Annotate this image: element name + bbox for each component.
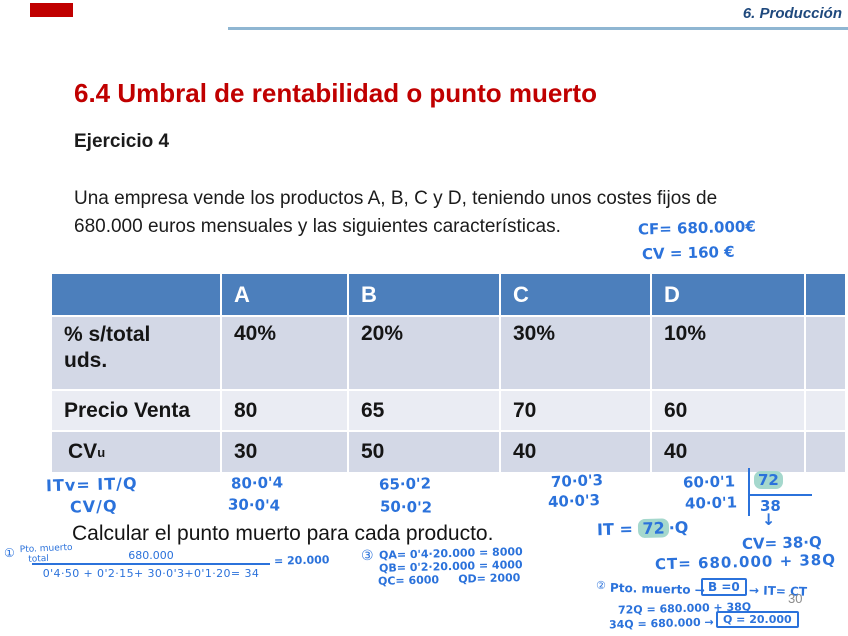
sum-bottom-value: 38 (760, 497, 781, 515)
body-line-2: 680.000 euros mensuales y las siguientes… (74, 216, 561, 237)
table-header-a: A (222, 274, 347, 315)
table-cell: 30% (501, 317, 650, 389)
products-table: A B C D % s/total uds. 40% 20% 30% 10% P… (52, 274, 845, 472)
calc-c-line1: 70·0'3 (550, 470, 604, 492)
header-rule (228, 27, 848, 30)
it-equation: IT = 72 ·Q (596, 517, 689, 540)
table-cell: 40 (501, 432, 650, 472)
step1-marker: ① (4, 546, 15, 560)
cvq-formula: CV/Q (69, 496, 118, 517)
table-header-c: C (501, 274, 650, 315)
ct-equation: CT= 680.000 + 38Q (654, 550, 837, 574)
table-cell: 10% (652, 317, 804, 389)
step3-marker: ③ (361, 548, 374, 564)
body-line-1: Una empresa vende los productos A, B, C … (74, 188, 718, 209)
exercise-heading: Ejercicio 4 (74, 131, 170, 152)
section-label: 6. Producción (742, 5, 842, 22)
cv-annotation: CV = 160 € (641, 242, 735, 264)
table-cell: 70 (501, 391, 650, 430)
row-label-cvu: CV u (52, 432, 220, 472)
calc-b-line1: 65·0'2 (378, 474, 432, 494)
cf-annotation: CF= 680.000€ (637, 217, 757, 239)
calc-a-line1: 80·0'4 (230, 473, 284, 493)
sum-top-value: 72 (754, 471, 783, 489)
red-accent-bar (30, 3, 73, 17)
table-cell-spacer (806, 391, 845, 430)
step2-intro: Pto. muerto → (609, 580, 705, 598)
task-text: Calcular el punto muerto para cada produ… (72, 522, 494, 545)
sum-divider-vertical (748, 468, 750, 516)
table-cell: 60 (652, 391, 804, 430)
row-label-pct: % s/total uds. (52, 317, 220, 389)
page-title: 6.4 Umbral de rentabilidad o punto muert… (74, 78, 597, 108)
calc-d-line1: 60·0'1 (682, 472, 736, 492)
table-cell: 50 (349, 432, 499, 472)
step3-line3: QC= 6000 QD= 2000 (377, 571, 521, 588)
table-cell-spacer (806, 432, 845, 472)
table-cell: 65 (349, 391, 499, 430)
step2-boxed-result: Q = 20.000 (716, 611, 799, 628)
step2-line3: 34Q = 680.000 → (608, 615, 714, 632)
fraction-denominator: 0'4·50 + 0'2·15+ 30·0'3+0'1·20= 34 (42, 567, 260, 580)
row-label-precio: Precio Venta (52, 391, 220, 430)
it-highlight: 72 (638, 518, 669, 539)
fraction-numerator: 680.000 (128, 549, 174, 562)
table-cell: 30 (222, 432, 347, 472)
cv-equation: CV= 38·Q (741, 532, 822, 554)
arrow-down-icon: ↓ (762, 510, 776, 529)
step2-boxed-condition: B =0 (701, 578, 747, 596)
step1-result: = 20.000 (273, 553, 330, 568)
table-header-spacer (806, 274, 845, 315)
calc-d-line2: 40·0'1 (684, 493, 738, 513)
table-cell: 40% (222, 317, 347, 389)
table-header-empty (52, 274, 220, 315)
table-header-b: B (349, 274, 499, 315)
page-number: 30 (788, 591, 803, 606)
table-cell: 80 (222, 391, 347, 430)
table-cell-spacer (806, 317, 845, 389)
table-header-d: D (652, 274, 804, 315)
fraction-bar (32, 563, 270, 565)
table-cell: 20% (349, 317, 499, 389)
calc-b-line2: 50·0'2 (379, 497, 433, 517)
itv-formula: ITv= IT/Q (45, 473, 138, 496)
calc-c-line2: 40·0'3 (547, 490, 601, 512)
table-cell: 40 (652, 432, 804, 472)
step2-marker: ② (596, 579, 606, 592)
sum-divider-horizontal (748, 494, 812, 496)
step1-fraction: 680.000 0'4·50 + 0'2·15+ 30·0'3+0'1·20= … (32, 549, 270, 580)
body-text: Una empresa vende los productos A, B, C … (74, 185, 717, 241)
calc-a-line2: 30·0'4 (227, 495, 281, 515)
